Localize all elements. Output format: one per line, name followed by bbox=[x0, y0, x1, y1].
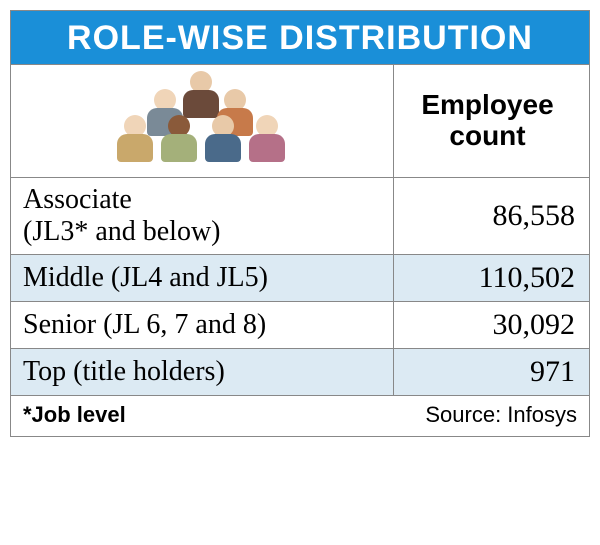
table-footer: *Job level Source: Infosys bbox=[11, 396, 589, 436]
row-label: Associate (JL3* and below) bbox=[11, 178, 394, 254]
row-value: 86,558 bbox=[394, 178, 589, 254]
row-label: Top (title holders) bbox=[11, 349, 394, 395]
table-title: ROLE-WISE DISTRIBUTION bbox=[11, 11, 589, 65]
people-group-icon bbox=[117, 71, 287, 171]
row-value: 30,092 bbox=[394, 302, 589, 348]
row-label: Middle (JL4 and JL5) bbox=[11, 255, 394, 301]
distribution-table: ROLE-WISE DISTRIBUTION Employee count As… bbox=[10, 10, 590, 437]
row-value: 971 bbox=[394, 349, 589, 395]
source-label: Source: Infosys bbox=[425, 402, 577, 428]
header-row: Employee count bbox=[11, 65, 589, 178]
table-row: Associate (JL3* and below)86,558 bbox=[11, 178, 589, 255]
table-row: Top (title holders)971 bbox=[11, 349, 589, 396]
footnote: *Job level bbox=[23, 402, 126, 428]
row-label: Senior (JL 6, 7 and 8) bbox=[11, 302, 394, 348]
header-count-label: Employee count bbox=[394, 65, 589, 177]
table-row: Middle (JL4 and JL5)110,502 bbox=[11, 255, 589, 302]
header-illustration-cell bbox=[11, 65, 394, 177]
table-row: Senior (JL 6, 7 and 8)30,092 bbox=[11, 302, 589, 349]
row-value: 110,502 bbox=[394, 255, 589, 301]
